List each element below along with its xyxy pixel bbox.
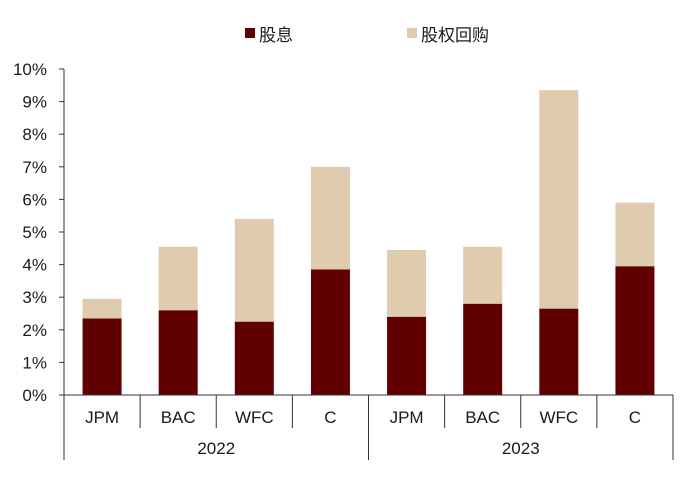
legend-swatch-dividends [245, 28, 255, 38]
bar-dividends [82, 318, 122, 395]
bar-buybacks [158, 246, 198, 311]
bar-buybacks [539, 90, 579, 309]
x-category-label: BAC [465, 408, 500, 427]
bar-buybacks [387, 249, 427, 317]
y-tick-label: 10% [13, 60, 47, 79]
bar-buybacks [82, 298, 122, 319]
bar-dividends [310, 269, 350, 395]
bar-buybacks [234, 218, 274, 322]
x-category-label: JPM [85, 408, 119, 427]
y-tick-label: 9% [22, 93, 47, 112]
x-category-label: WFC [539, 408, 578, 427]
x-group-label: 2022 [197, 439, 235, 458]
y-tick-label: 0% [22, 386, 47, 405]
y-tick-label: 8% [22, 125, 47, 144]
bar-dividends [158, 310, 198, 395]
bar-dividends [463, 303, 503, 395]
y-tick-label: 6% [22, 190, 47, 209]
y-tick-label: 4% [22, 256, 47, 275]
x-category-label: JPM [390, 408, 424, 427]
x-category-label: WFC [235, 408, 274, 427]
bar-dividends [539, 308, 579, 395]
y-tick-label: 2% [22, 321, 47, 340]
x-category-label: C [629, 408, 641, 427]
x-category-label: BAC [161, 408, 196, 427]
chart-legend: 股息 股权回购 [0, 20, 700, 46]
x-group-label: 2023 [502, 439, 540, 458]
y-tick-label: 3% [22, 288, 47, 307]
bar-buybacks [463, 246, 503, 304]
bar-dividends [387, 316, 427, 395]
bar-buybacks [310, 166, 350, 270]
legend-label-buybacks: 股权回购 [421, 25, 489, 46]
y-tick-label: 1% [22, 353, 47, 372]
bar-dividends [615, 266, 655, 395]
legend-item-buybacks: 股权回购 [407, 20, 489, 46]
legend-item-dividends: 股息 [245, 20, 293, 46]
y-tick-label: 7% [22, 158, 47, 177]
x-category-label: C [324, 408, 336, 427]
bar-dividends [234, 321, 274, 395]
legend-swatch-buybacks [407, 28, 417, 38]
legend-label-dividends: 股息 [259, 25, 293, 46]
bar-buybacks [615, 202, 655, 267]
y-tick-label: 5% [22, 223, 47, 242]
